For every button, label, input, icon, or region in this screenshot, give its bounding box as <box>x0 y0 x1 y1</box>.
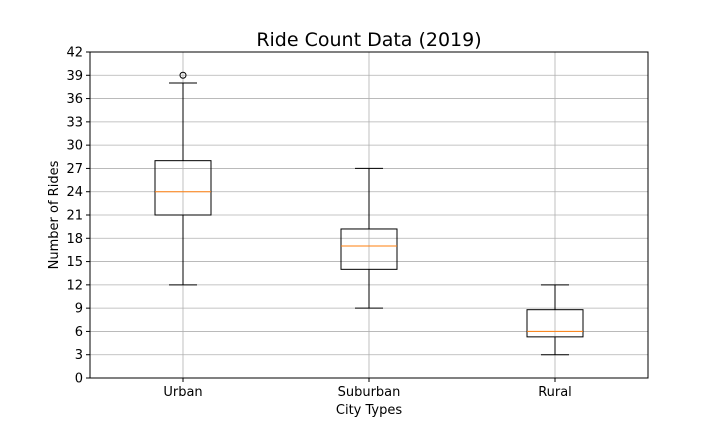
y-tick-label: 3 <box>75 348 83 363</box>
y-tick-label: 6 <box>75 325 83 340</box>
y-tick-label: 15 <box>66 255 83 270</box>
y-axis-title: Number of Rides <box>47 160 62 269</box>
iqr-box <box>340 228 398 270</box>
y-tick-label: 42 <box>66 46 83 61</box>
y-tick-label: 9 <box>75 302 83 317</box>
y-tick-label: 36 <box>66 92 83 107</box>
x-tick-label-suburban: Suburban <box>338 385 401 400</box>
box-suburban <box>340 167 398 309</box>
box-rural <box>526 284 584 356</box>
chart-title: Ride Count Data (2019) <box>256 29 481 51</box>
x-tick-label-rural: Rural <box>538 385 572 400</box>
boxes <box>154 71 584 356</box>
y-tick-label: 27 <box>66 162 83 177</box>
y-tick-label: 21 <box>66 209 83 224</box>
y-tick-label: 39 <box>66 69 83 84</box>
y-tick-label: 33 <box>66 115 83 130</box>
iqr-box <box>526 309 584 338</box>
outlier-point <box>179 71 187 79</box>
y-tick-label: 18 <box>66 232 83 247</box>
iqr-box <box>154 160 212 216</box>
x-tick-label-urban: Urban <box>163 385 202 400</box>
y-tick-label: 30 <box>66 139 83 154</box>
x-axis-title: City Types <box>336 403 402 418</box>
y-tick-label: 24 <box>66 185 83 200</box>
box-urban <box>154 71 212 286</box>
y-tick-label: 12 <box>66 278 83 293</box>
x-axis-ticks: Urban Suburban Rural <box>163 378 572 400</box>
y-tick-label: 0 <box>75 372 83 387</box>
